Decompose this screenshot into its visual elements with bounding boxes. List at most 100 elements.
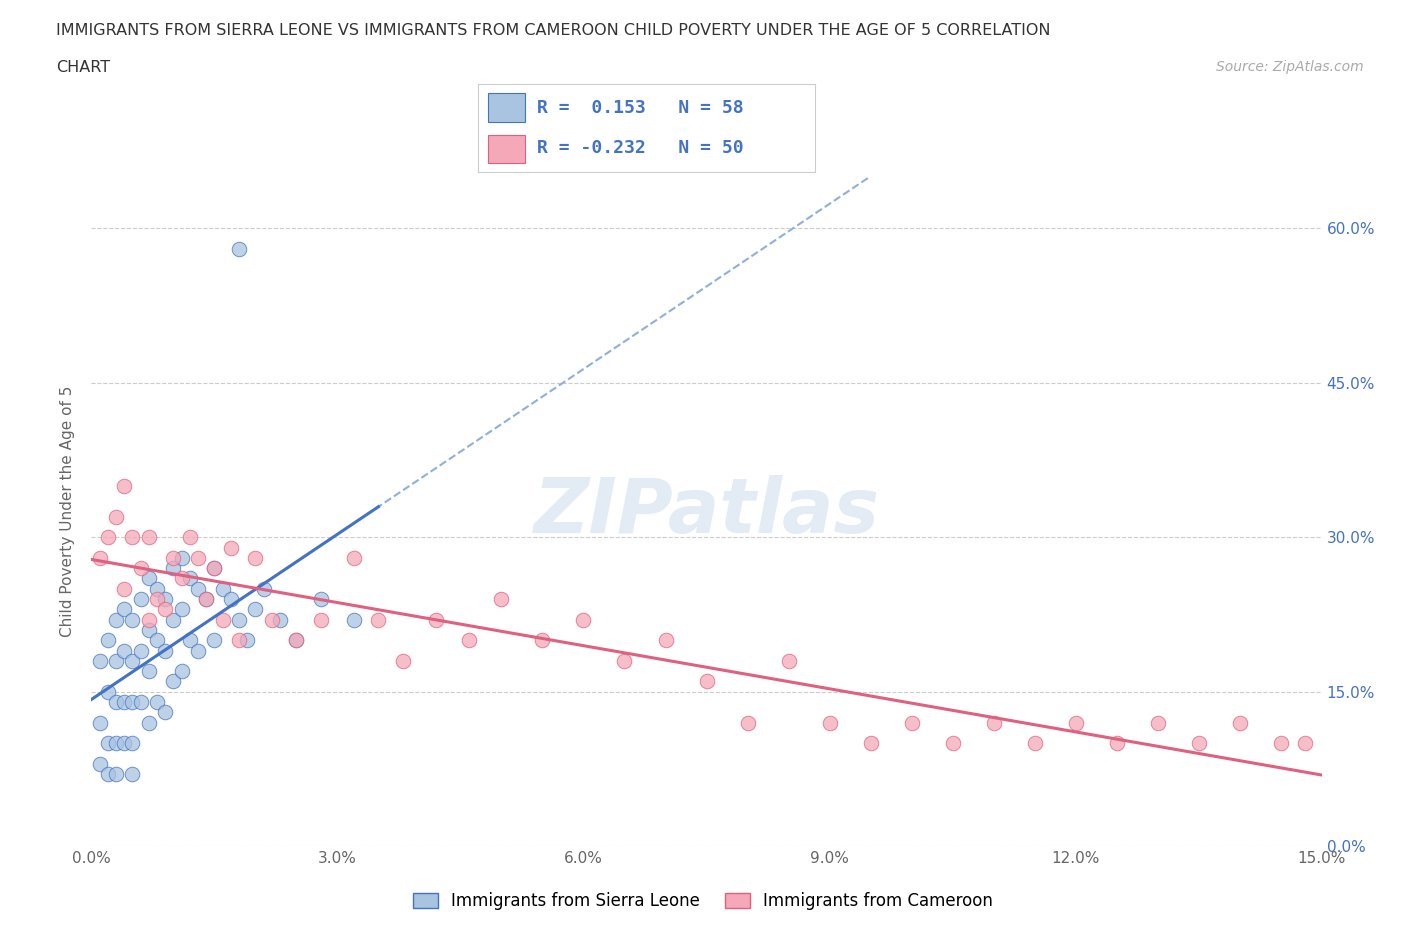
Point [260, 612, 283, 627]
Bar [488, 135, 526, 164]
Point [309, 591, 332, 606]
Point [89, 551, 111, 565]
Point [138, 530, 160, 545]
Point [121, 612, 143, 627]
Point [129, 644, 152, 658]
Text: CHART: CHART [56, 60, 110, 75]
Point [138, 612, 160, 627]
Point [170, 664, 193, 679]
Point [121, 654, 143, 669]
Point [1146, 715, 1168, 730]
Point [211, 612, 233, 627]
Point [97, 530, 120, 545]
Point [942, 736, 965, 751]
Point [105, 612, 127, 627]
Point [859, 736, 882, 751]
Point [138, 622, 160, 637]
Point [89, 654, 111, 669]
Point [285, 632, 308, 647]
Point [228, 242, 250, 257]
Point [195, 591, 218, 606]
Point [187, 551, 209, 565]
Point [1229, 715, 1251, 730]
Point [121, 695, 143, 710]
Point [121, 766, 143, 781]
Point [228, 612, 250, 627]
Y-axis label: Child Poverty Under the Age of 5: Child Poverty Under the Age of 5 [60, 386, 76, 637]
Point [202, 632, 225, 647]
Point [219, 540, 242, 555]
Point [1105, 736, 1128, 751]
Point [179, 632, 201, 647]
Legend: Immigrants from Sierra Leone, Immigrants from Cameroon: Immigrants from Sierra Leone, Immigrants… [406, 885, 1000, 917]
Point [105, 736, 127, 751]
Point [900, 715, 922, 730]
Point [343, 551, 366, 565]
Point [129, 561, 152, 576]
Point [97, 684, 120, 699]
Point [105, 510, 127, 525]
Point [179, 530, 201, 545]
Point [343, 612, 366, 627]
Point [105, 695, 127, 710]
Point [654, 632, 676, 647]
Point [129, 695, 152, 710]
Point [285, 632, 308, 647]
Point [89, 715, 111, 730]
Point [112, 602, 135, 617]
Point [153, 591, 177, 606]
Point [392, 654, 415, 669]
Point [162, 561, 184, 576]
Point [245, 602, 267, 617]
Point [153, 644, 177, 658]
Point [818, 715, 841, 730]
Point [146, 581, 169, 596]
Point [457, 632, 479, 647]
Point [112, 478, 135, 493]
Point [1024, 736, 1046, 751]
Text: Source: ZipAtlas.com: Source: ZipAtlas.com [1216, 60, 1364, 74]
Point [105, 766, 127, 781]
Point [153, 705, 177, 720]
Text: R = -0.232   N = 50: R = -0.232 N = 50 [537, 140, 744, 157]
Point [228, 632, 250, 647]
Point [105, 654, 127, 669]
Point [112, 581, 135, 596]
Point [146, 591, 169, 606]
Point [162, 551, 184, 565]
Point [162, 674, 184, 689]
Text: ZIPatlas: ZIPatlas [533, 474, 880, 549]
Text: R =  0.153   N = 58: R = 0.153 N = 58 [537, 99, 744, 116]
Point [187, 581, 209, 596]
Point [1187, 736, 1209, 751]
Point [613, 654, 636, 669]
Point [138, 664, 160, 679]
Point [202, 561, 225, 576]
Point [162, 612, 184, 627]
Point [187, 644, 209, 658]
Point [695, 674, 717, 689]
Point [89, 756, 111, 771]
Point [202, 561, 225, 576]
Point [146, 632, 169, 647]
Point [531, 632, 554, 647]
Point [170, 571, 193, 586]
Point [211, 581, 233, 596]
Point [170, 602, 193, 617]
Point [121, 530, 143, 545]
Point [170, 551, 193, 565]
Point [737, 715, 759, 730]
Point [138, 571, 160, 586]
Point [112, 695, 135, 710]
Point [153, 602, 177, 617]
Point [778, 654, 800, 669]
Point [1064, 715, 1087, 730]
Point [1270, 736, 1292, 751]
Point [179, 571, 201, 586]
Point [253, 581, 276, 596]
Point [245, 551, 267, 565]
Point [97, 736, 120, 751]
Point [138, 715, 160, 730]
Point [146, 695, 169, 710]
Point [1294, 736, 1316, 751]
